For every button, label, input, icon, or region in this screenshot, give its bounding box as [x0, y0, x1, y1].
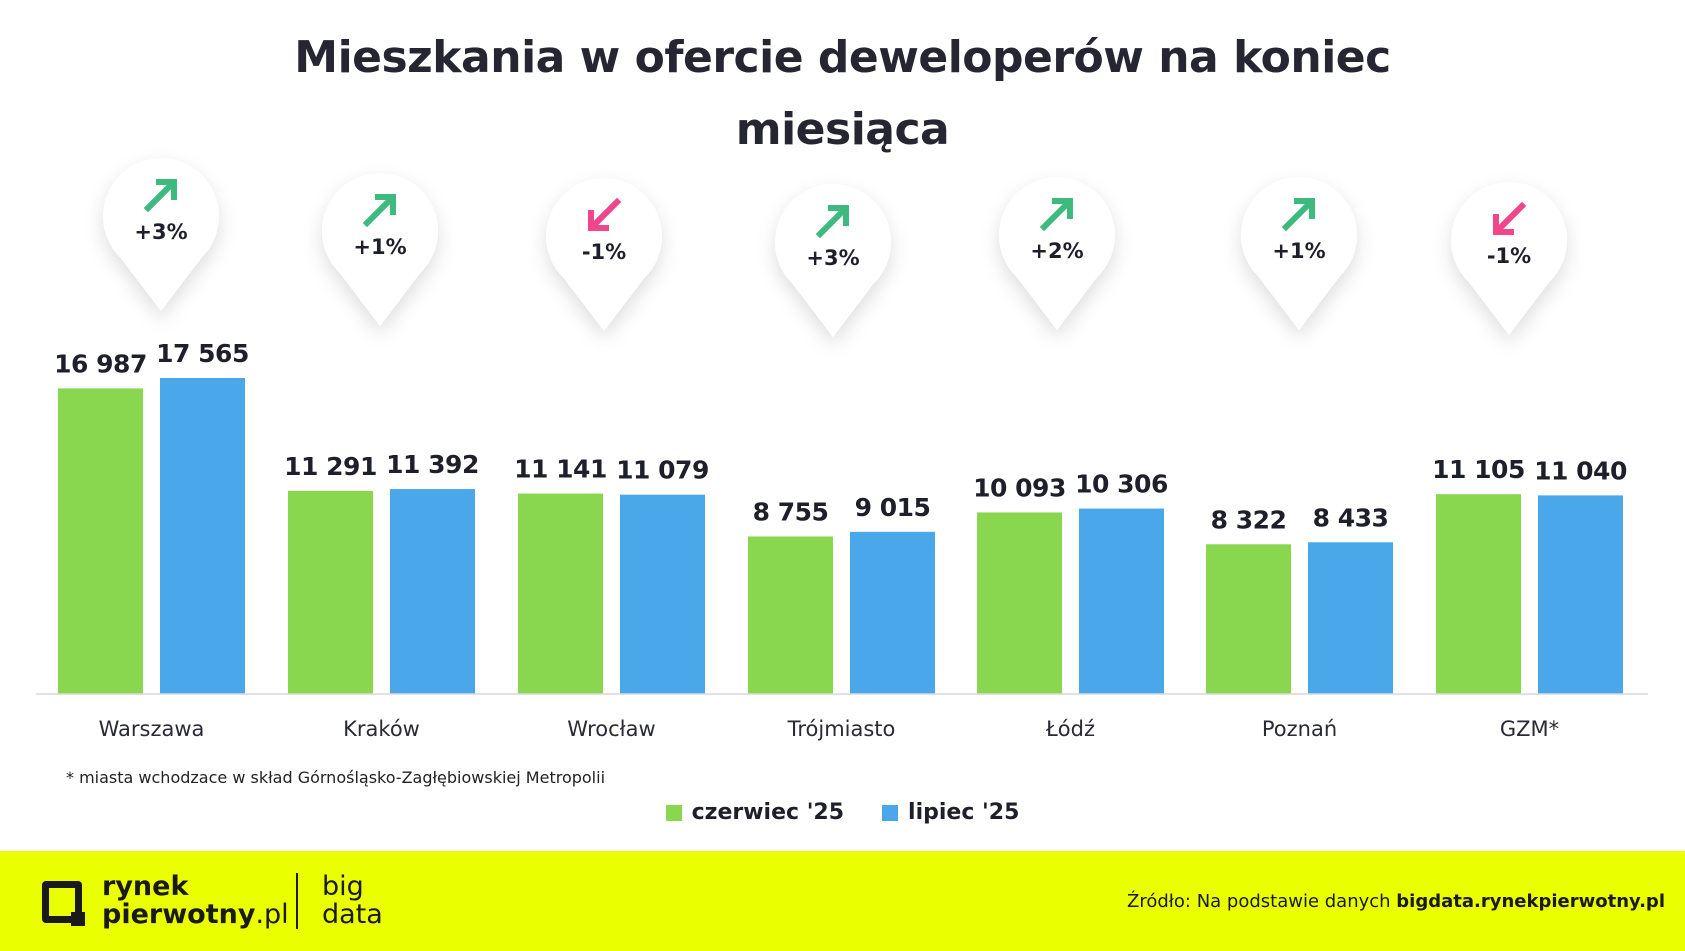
bar-june-5: [1206, 544, 1291, 694]
bar-june-3: [748, 536, 833, 694]
category-labels: Warszawa Kraków Wrocław Trójmiasto Łódź Pozna…: [99, 717, 1560, 741]
value-label-june-0: 16 987: [54, 349, 147, 378]
source-link[interactable]: bigdata.rynekpierwotny.pl: [1396, 891, 1665, 912]
value-label-june-4: 10 093: [973, 473, 1066, 502]
legend-swatch-june: [665, 804, 682, 821]
category-label-4: Łódź: [1045, 717, 1095, 741]
value-label-june-2: 11 141: [514, 455, 607, 484]
bar-july-1: [390, 489, 475, 694]
change-bubble-4: +2%: [998, 177, 1115, 330]
legend-item-june: czerwiec '25: [665, 800, 845, 825]
logo-divider: [296, 873, 298, 929]
value-label-june-6: 11 105: [1432, 455, 1525, 484]
value-label-july-3: 9 015: [855, 493, 931, 522]
bigdata-line-1: big: [322, 871, 364, 902]
change-label-4: +2%: [1030, 239, 1083, 263]
change-label-1: +1%: [353, 235, 406, 259]
chart-title-line-1: Mieszkania w ofercie deweloperów na koni…: [294, 32, 1391, 83]
change-label-2: -1%: [582, 240, 626, 264]
bar-july-0: [160, 378, 245, 694]
bubble-shape-0: [103, 158, 219, 311]
change-bubble-1: +1%: [322, 173, 438, 326]
category-label-3: Trójmiasto: [787, 717, 896, 741]
change-bubbles: +3% +1% -1% +3% +2% +1% -1%: [103, 158, 1567, 337]
logo-suffix: .pl: [255, 899, 289, 930]
logo-line-2-main: pierwotny: [102, 899, 256, 930]
value-label-july-4: 10 306: [1075, 470, 1168, 499]
bar-june-6: [1436, 494, 1521, 694]
value-label-july-0: 17 565: [156, 339, 249, 368]
value-label-july-1: 11 392: [386, 450, 479, 479]
bubble-shape-2: [546, 178, 663, 331]
bar-july-5: [1308, 542, 1393, 694]
value-label-june-3: 8 755: [753, 497, 829, 526]
change-bubble-2: -1%: [546, 178, 663, 331]
arrow-up-right-icon-1: [362, 194, 396, 228]
bubble-shape-4: [998, 177, 1115, 330]
bubble-shape-3: [774, 184, 891, 337]
arrow-down-left-icon-2: [588, 197, 622, 231]
change-bubble-6: -1%: [1451, 182, 1567, 335]
category-label-2: Wrocław: [567, 717, 655, 741]
value-label-july-6: 11 040: [1534, 456, 1627, 485]
chart-title: Mieszkania w ofercie deweloperów na koni…: [0, 22, 1685, 166]
footer-banner: rynek pierwotny.pl big data Źródło: Na p…: [0, 851, 1685, 951]
value-label-june-5: 8 322: [1211, 505, 1287, 534]
category-label-6: GZM*: [1500, 717, 1559, 741]
category-label-0: Warszawa: [99, 717, 205, 741]
rynekpierwotny-logo-text: rynek pierwotny.pl: [102, 873, 289, 929]
legend-item-july: lipiec '25: [882, 800, 1019, 825]
bubble-shape-1: [322, 173, 438, 326]
change-bubble-0: +3%: [103, 158, 219, 311]
category-label-5: Poznań: [1262, 717, 1337, 741]
bigdata-line-2: data: [322, 899, 383, 930]
bar-june-2: [518, 493, 603, 694]
change-label-3: +3%: [806, 246, 859, 270]
value-labels: 16 987 17 565 11 291 11 392 11 141 11 079 8 75…: [54, 339, 1627, 534]
chart-title-line-2: miesiąca: [735, 104, 950, 155]
bar-july-3: [850, 531, 935, 694]
change-bubble-5: +1%: [1241, 177, 1358, 330]
bubble-shape-6: [1451, 182, 1567, 335]
bar-july-6: [1538, 495, 1623, 694]
legend: czerwiec '25 lipiec '25: [0, 800, 1685, 825]
category-label-1: Kraków: [343, 717, 420, 741]
change-label-6: -1%: [1487, 244, 1531, 268]
arrow-up-right-icon-4: [1039, 198, 1073, 232]
change-label-0: +3%: [134, 220, 187, 244]
change-label-5: +1%: [1272, 239, 1325, 263]
footnote: * miasta wchodzace w skład Górnośląsko-Z…: [66, 768, 606, 787]
bar-july-2: [620, 494, 705, 694]
value-label-july-5: 8 433: [1313, 503, 1389, 532]
source-note: Źródło: Na podstawie danych bigdata.ryne…: [1127, 891, 1665, 912]
rynekpierwotny-logo-icon: [42, 881, 85, 926]
bubble-shape-5: [1241, 177, 1358, 330]
bar-chart: +3% +1% -1% +3% +2% +1% -1% 16 987 17 565 11 291…: [36, 158, 1648, 741]
value-label-june-1: 11 291: [284, 452, 377, 481]
legend-swatch-july: [882, 804, 899, 821]
legend-label-june: czerwiec '25: [691, 800, 845, 825]
arrow-up-right-icon-5: [1281, 198, 1315, 232]
bigdata-logo-text: big data: [322, 873, 383, 929]
change-bubble-3: +3%: [774, 184, 891, 337]
logo-line-1: rynek: [102, 871, 189, 902]
bar-june-0: [58, 388, 143, 694]
source-prefix: Źródło: Na podstawie danych: [1127, 891, 1397, 912]
logo-line-2: pierwotny.pl: [102, 901, 289, 929]
legend-label-july: lipiec '25: [908, 800, 1020, 825]
value-label-july-2: 11 079: [616, 456, 709, 485]
arrow-up-right-icon-3: [815, 205, 849, 239]
bars: [58, 378, 1623, 694]
arrow-up-right-icon-0: [143, 179, 177, 213]
arrow-down-left-icon-6: [1493, 201, 1527, 235]
bar-june-1: [288, 490, 373, 694]
bar-july-4: [1079, 508, 1164, 694]
bar-june-4: [977, 512, 1062, 694]
